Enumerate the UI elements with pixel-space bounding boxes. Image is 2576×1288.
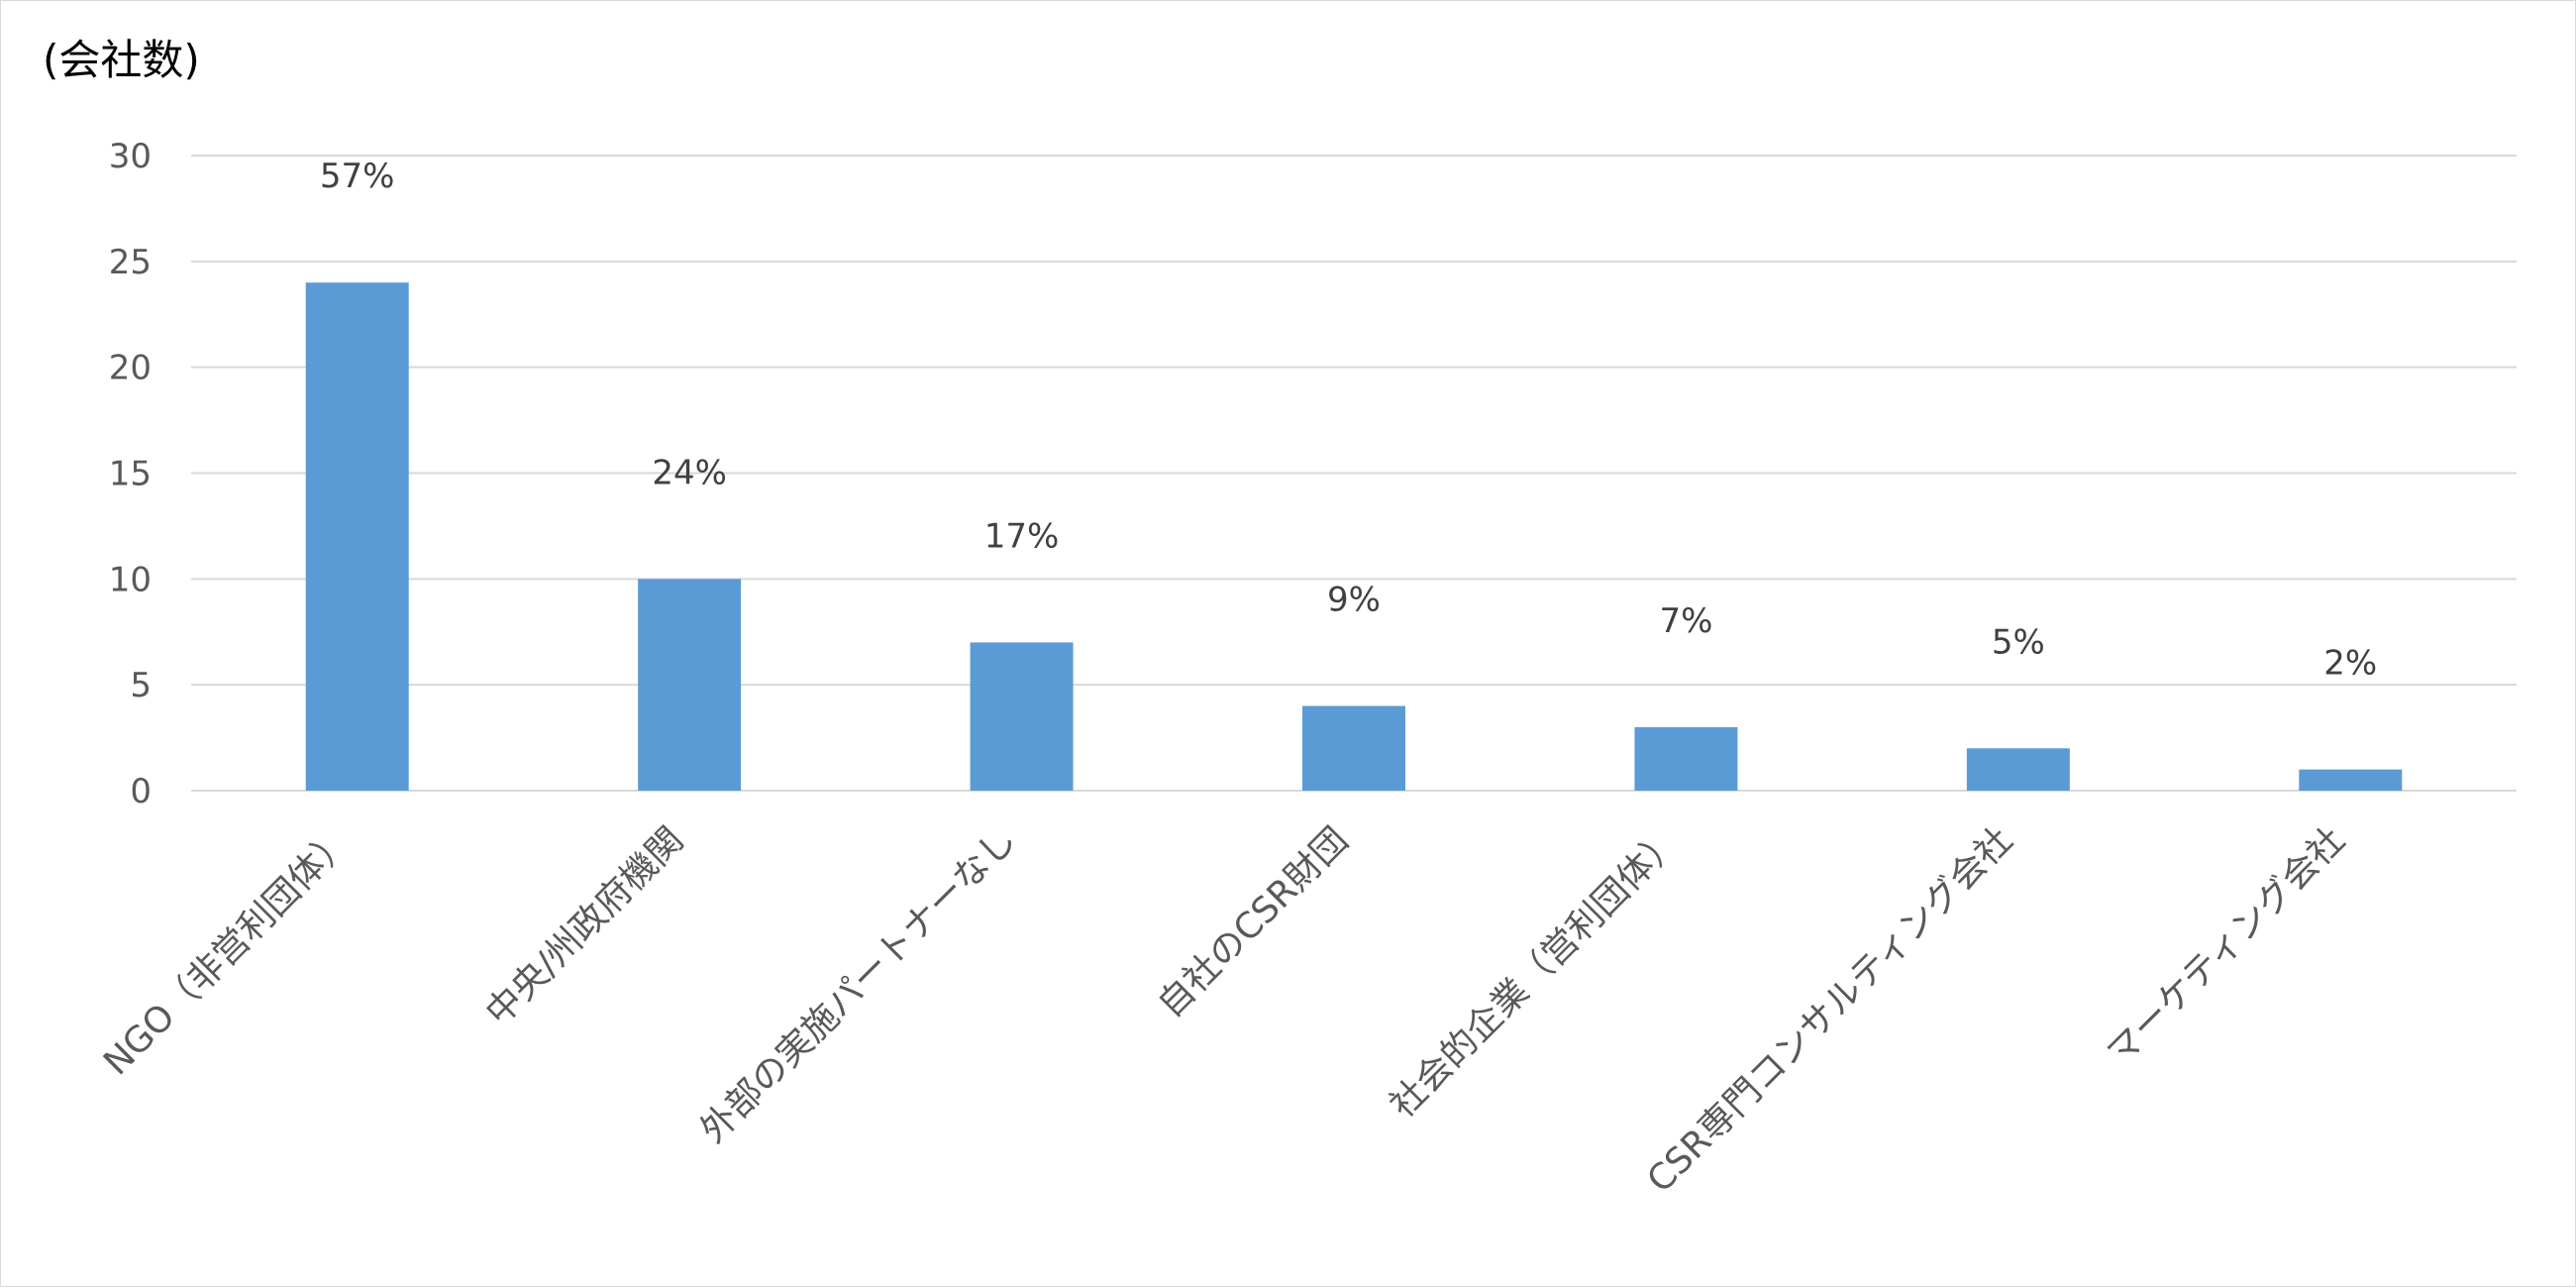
data-label: 57% [320,157,395,196]
data-labels: 57% 24% 17% 9% 7% 5% 2% [320,157,2377,683]
x-category-label: NGO（非営利団体） [96,819,360,1083]
y-tick-label: 15 [109,455,152,494]
y-tick-label: 25 [109,243,152,282]
bar [1966,748,2070,791]
bar [1634,726,1738,791]
y-axis-unit-label: (会社数) [43,36,200,84]
bars [305,282,2403,791]
gridlines [191,155,2517,792]
x-category-label: 外部の実施パートナーなし [692,819,1023,1150]
x-category-label: 社会的企業（営利団体） [1383,819,1689,1126]
x-category-label: 中央/州政府機関 [478,819,692,1033]
bar [2299,769,2403,791]
bar [638,579,742,791]
y-tick-label: 30 [109,137,152,176]
y-tick-label: 0 [130,772,152,811]
data-label: 5% [1992,622,2045,662]
data-label: 17% [984,516,1060,556]
y-tick-label: 5 [130,666,152,705]
x-category-label: 自社のCSR財団 [1150,819,1356,1025]
data-label: 7% [1659,601,1712,641]
y-axis-ticks: 0 5 10 15 20 25 30 [109,137,152,811]
x-category-label: マーケティング会社 [2100,819,2353,1073]
x-category-label: CSR専門コンサルティング会社 [1640,819,2021,1201]
bar [305,282,409,791]
bar [970,642,1074,791]
data-label: 24% [652,453,727,492]
y-tick-label: 20 [109,349,152,388]
data-label: 9% [1327,581,1381,620]
data-label: 2% [2323,644,2377,684]
bar [1302,705,1405,791]
x-axis-category-labels: NGO（非営利団体） 中央/州政府機関 外部の実施パートナーなし 自社のCSR財団 社会… [96,819,2353,1201]
y-tick-label: 10 [109,560,152,599]
